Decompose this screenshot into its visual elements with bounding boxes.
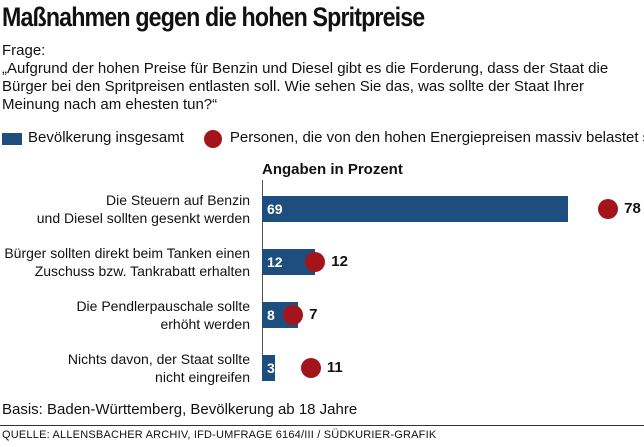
bar bbox=[262, 195, 569, 222]
dot-value-label: 78 bbox=[624, 200, 641, 217]
category-label: Nichts davon, der Staat sollte nicht ein… bbox=[67, 350, 250, 385]
legend-swatch bbox=[203, 130, 222, 148]
question: „Aufgrund der hohen Preise für Benzin un… bbox=[2, 60, 609, 113]
dot-value-label: 7 bbox=[309, 306, 318, 323]
bar-value-label: 8 bbox=[267, 306, 275, 323]
dot-value-label: 11 bbox=[326, 359, 343, 376]
dot bbox=[283, 304, 304, 325]
legend-label: Bevölkerung insgesamt bbox=[28, 129, 184, 146]
note: Basis: Baden-Württemberg, Bevölkerung ab… bbox=[2, 401, 358, 418]
legend-swatch bbox=[2, 133, 22, 145]
category-label: Bürger sollten direkt beim Tanken einen … bbox=[4, 244, 250, 279]
source: QUELLE: ALLENSBACHER ARCHIV, IFD-UMFRAGE… bbox=[2, 429, 437, 441]
dot bbox=[305, 251, 326, 272]
chart-title: Maßnahmen gegen die hohen Spritpreise bbox=[2, 2, 425, 32]
bar-value-label: 69 bbox=[267, 200, 283, 217]
bar bbox=[262, 354, 276, 381]
bar-value-label: 3 bbox=[267, 359, 275, 376]
category-label: Die Steuern auf Benzin und Diesel sollte… bbox=[36, 191, 250, 226]
dot-value-label: 12 bbox=[331, 253, 348, 270]
dot bbox=[598, 198, 619, 219]
bar-value-label: 12 bbox=[267, 253, 283, 270]
separator bbox=[0, 425, 644, 426]
dot bbox=[300, 357, 321, 378]
question-label: Frage: bbox=[2, 42, 46, 59]
legend-label: Personen, die von den hohen Energiepreis… bbox=[229, 129, 644, 146]
unit-label: Angaben in Prozent bbox=[262, 161, 403, 178]
category-label: Die Pendlerpauschale sollte erhöht werde… bbox=[76, 297, 250, 332]
axis-line bbox=[262, 180, 263, 376]
